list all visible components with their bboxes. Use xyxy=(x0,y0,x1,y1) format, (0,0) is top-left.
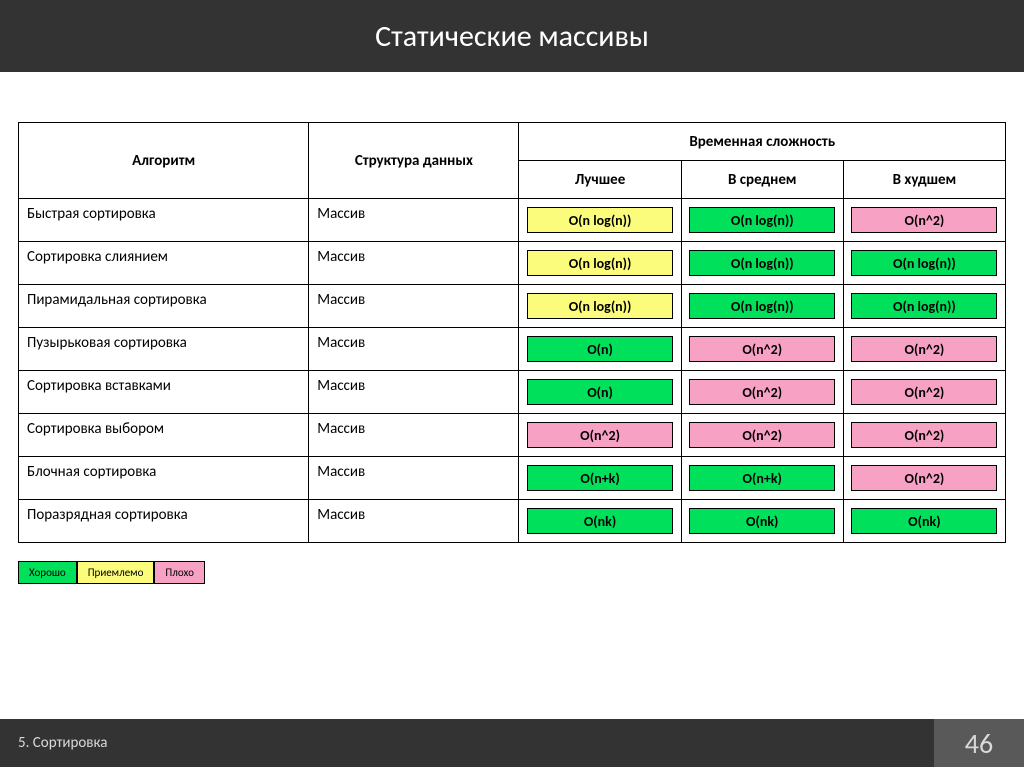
legend: Хорошо Приемлемо Плохо xyxy=(18,561,1006,584)
cell-avg: O(n log(n)) xyxy=(681,285,843,328)
complexity-chip: O(n log(n)) xyxy=(689,293,835,319)
cell-worst: O(n^2) xyxy=(843,371,1005,414)
table-row: Пирамидальная сортировкаМассив O(n log(n)… xyxy=(19,285,1006,328)
table-row: Блочная сортировкаМассив O(n+k) O(n+k) O(n^… xyxy=(19,457,1006,500)
complexity-chip: O(nk) xyxy=(527,508,673,534)
cell-data-structure: Массив xyxy=(309,371,519,414)
complexity-table: Алгоритм Структура данных Временная слож… xyxy=(18,122,1006,543)
table-row: Пузырьковая сортировкаМассив O(n) O(n^2) O(… xyxy=(19,328,1006,371)
slide-title-bar: Статические массивы xyxy=(0,0,1024,72)
table-row: Быстрая сортировкаМассив O(n log(n)) O(n l… xyxy=(19,199,1006,242)
complexity-chip: O(nk) xyxy=(851,508,997,534)
legend-good: Хорошо xyxy=(18,561,77,584)
legend-ok: Приемлемо xyxy=(77,561,155,584)
th-worst: В худшем xyxy=(843,161,1005,199)
slide-title: Статические массивы xyxy=(375,18,649,55)
cell-best: O(nk) xyxy=(519,500,681,543)
cell-worst: O(n^2) xyxy=(843,199,1005,242)
complexity-chip: O(n log(n)) xyxy=(689,207,835,233)
cell-algorithm: Пирамидальная сортировка xyxy=(19,285,309,328)
cell-algorithm: Блочная сортировка xyxy=(19,457,309,500)
th-data-structure: Структура данных xyxy=(309,123,519,199)
table-row: Сортировка выборомМассив O(n^2) O(n^2) O(n^… xyxy=(19,414,1006,457)
cell-avg: O(n^2) xyxy=(681,414,843,457)
cell-algorithm: Сортировка вставками xyxy=(19,371,309,414)
cell-avg: O(n+k) xyxy=(681,457,843,500)
table-row: Сортировка слияниемМассив O(n log(n)) O(n … xyxy=(19,242,1006,285)
legend-bad: Плохо xyxy=(154,561,205,584)
cell-avg: O(n^2) xyxy=(681,371,843,414)
cell-data-structure: Массив xyxy=(309,414,519,457)
th-best: Лучшее xyxy=(519,161,681,199)
cell-worst: O(nk) xyxy=(843,500,1005,543)
complexity-chip: O(n^2) xyxy=(689,379,835,405)
cell-worst: O(n^2) xyxy=(843,457,1005,500)
cell-best: O(n^2) xyxy=(519,414,681,457)
cell-best: O(n) xyxy=(519,371,681,414)
complexity-chip: O(n^2) xyxy=(851,465,997,491)
cell-worst: O(n^2) xyxy=(843,414,1005,457)
cell-algorithm: Сортировка выбором xyxy=(19,414,309,457)
cell-worst: O(n log(n)) xyxy=(843,285,1005,328)
complexity-chip: O(n log(n)) xyxy=(527,207,673,233)
complexity-table-body: Быстрая сортировкаМассивO(n log(n))O(n l… xyxy=(19,199,1006,543)
footer-page-number: 46 xyxy=(934,719,1024,767)
complexity-chip: O(n+k) xyxy=(527,465,673,491)
cell-avg: O(n log(n)) xyxy=(681,199,843,242)
cell-data-structure: Массив xyxy=(309,199,519,242)
cell-algorithm: Сортировка слиянием xyxy=(19,242,309,285)
complexity-chip: O(nk) xyxy=(689,508,835,534)
cell-algorithm: Быстрая сортировка xyxy=(19,199,309,242)
complexity-chip: O(n^2) xyxy=(527,422,673,448)
cell-avg: O(n^2) xyxy=(681,328,843,371)
cell-best: O(n log(n)) xyxy=(519,285,681,328)
slide-footer: 5. Сортировка 46 xyxy=(0,719,1024,767)
cell-best: O(n log(n)) xyxy=(519,242,681,285)
cell-worst: O(n log(n)) xyxy=(843,242,1005,285)
slide-content: Алгоритм Структура данных Временная слож… xyxy=(0,72,1024,584)
complexity-chip: O(n^2) xyxy=(689,336,835,362)
cell-data-structure: Массив xyxy=(309,457,519,500)
complexity-chip: O(n log(n)) xyxy=(851,250,997,276)
cell-algorithm: Пузырьковая сортировка xyxy=(19,328,309,371)
cell-avg: O(nk) xyxy=(681,500,843,543)
complexity-chip: O(n log(n)) xyxy=(851,293,997,319)
th-avg: В среднем xyxy=(681,161,843,199)
complexity-chip: O(n^2) xyxy=(689,422,835,448)
table-row: Поразрядная сортировкаМассив O(nk) O(nk) O(… xyxy=(19,500,1006,543)
th-time-complexity: Временная сложность xyxy=(519,123,1006,161)
complexity-chip: O(n) xyxy=(527,379,673,405)
complexity-chip: O(n) xyxy=(527,336,673,362)
complexity-chip: O(n log(n)) xyxy=(527,293,673,319)
cell-best: O(n log(n)) xyxy=(519,199,681,242)
complexity-chip: O(n+k) xyxy=(689,465,835,491)
cell-worst: O(n^2) xyxy=(843,328,1005,371)
table-row: Сортировка вставкамиМассив O(n) O(n^2) O(n^… xyxy=(19,371,1006,414)
complexity-chip: O(n^2) xyxy=(851,422,997,448)
footer-section: 5. Сортировка xyxy=(0,719,934,767)
cell-best: O(n) xyxy=(519,328,681,371)
cell-data-structure: Массив xyxy=(309,328,519,371)
th-algorithm: Алгоритм xyxy=(19,123,309,199)
complexity-chip: O(n^2) xyxy=(851,207,997,233)
cell-data-structure: Массив xyxy=(309,500,519,543)
complexity-chip: O(n^2) xyxy=(851,379,997,405)
cell-avg: O(n log(n)) xyxy=(681,242,843,285)
cell-algorithm: Поразрядная сортировка xyxy=(19,500,309,543)
cell-data-structure: Массив xyxy=(309,285,519,328)
cell-data-structure: Массив xyxy=(309,242,519,285)
complexity-chip: O(n log(n)) xyxy=(527,250,673,276)
cell-best: O(n+k) xyxy=(519,457,681,500)
complexity-chip: O(n^2) xyxy=(851,336,997,362)
complexity-chip: O(n log(n)) xyxy=(689,250,835,276)
